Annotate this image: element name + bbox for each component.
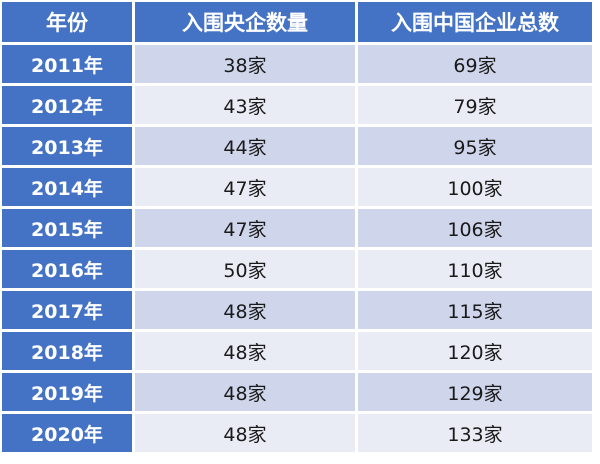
cell-central-soe-count: 48家	[135, 373, 355, 411]
table-row: 2015年 47家 106家	[2, 209, 592, 247]
cell-china-total: 106家	[358, 209, 592, 247]
table-row: 2020年 48家 133家	[2, 414, 592, 452]
cell-year: 2017年	[2, 291, 132, 329]
cell-year: 2011年	[2, 45, 132, 83]
table-row: 2016年 50家 110家	[2, 250, 592, 288]
header-central-soe-count: 入围央企数量	[135, 2, 355, 42]
cell-year: 2018年	[2, 332, 132, 370]
cell-central-soe-count: 44家	[135, 127, 355, 165]
cell-china-total: 129家	[358, 373, 592, 411]
cell-central-soe-count: 43家	[135, 86, 355, 124]
cell-year: 2016年	[2, 250, 132, 288]
cell-central-soe-count: 47家	[135, 209, 355, 247]
table-row: 2011年 38家 69家	[2, 45, 592, 83]
data-table: 年份 入围央企数量 入围中国企业总数 2011年 38家 69家 2012年 43家 79…	[2, 2, 592, 452]
table-row: 2019年 48家 129家	[2, 373, 592, 411]
cell-china-total: 110家	[358, 250, 592, 288]
table-row: 2012年 43家 79家	[2, 86, 592, 124]
cell-central-soe-count: 50家	[135, 250, 355, 288]
cell-year: 2012年	[2, 86, 132, 124]
table-row: 2014年 47家 100家	[2, 168, 592, 206]
cell-year: 2020年	[2, 414, 132, 452]
cell-year: 2013年	[2, 127, 132, 165]
table-row: 2017年 48家 115家	[2, 291, 592, 329]
cell-year: 2019年	[2, 373, 132, 411]
cell-central-soe-count: 48家	[135, 332, 355, 370]
cell-central-soe-count: 47家	[135, 168, 355, 206]
cell-central-soe-count: 48家	[135, 291, 355, 329]
cell-china-total: 100家	[358, 168, 592, 206]
table-row: 2018年 48家 120家	[2, 332, 592, 370]
table-row: 2013年 44家 95家	[2, 127, 592, 165]
cell-china-total: 69家	[358, 45, 592, 83]
header-row: 年份 入围央企数量 入围中国企业总数	[2, 2, 592, 42]
cell-china-total: 95家	[358, 127, 592, 165]
cell-year: 2014年	[2, 168, 132, 206]
header-china-total: 入围中国企业总数	[358, 2, 592, 42]
header-year: 年份	[2, 2, 132, 42]
cell-year: 2015年	[2, 209, 132, 247]
cell-china-total: 120家	[358, 332, 592, 370]
cell-central-soe-count: 38家	[135, 45, 355, 83]
cell-china-total: 133家	[358, 414, 592, 452]
cell-china-total: 79家	[358, 86, 592, 124]
cell-china-total: 115家	[358, 291, 592, 329]
cell-central-soe-count: 48家	[135, 414, 355, 452]
